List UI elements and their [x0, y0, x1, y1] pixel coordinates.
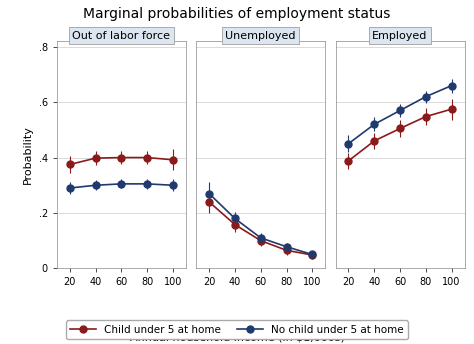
Text: Marginal probabilities of employment status: Marginal probabilities of employment sta… [83, 7, 391, 21]
Title: Employed: Employed [373, 31, 428, 41]
Legend: Child under 5 at home, No child under 5 at home: Child under 5 at home, No child under 5 … [66, 321, 408, 339]
Title: Unemployed: Unemployed [226, 31, 296, 41]
Y-axis label: Probability: Probability [23, 125, 33, 184]
Text: Annual household income (in $1,000s): Annual household income (in $1,000s) [129, 333, 345, 343]
Title: Out of labor force: Out of labor force [73, 31, 170, 41]
